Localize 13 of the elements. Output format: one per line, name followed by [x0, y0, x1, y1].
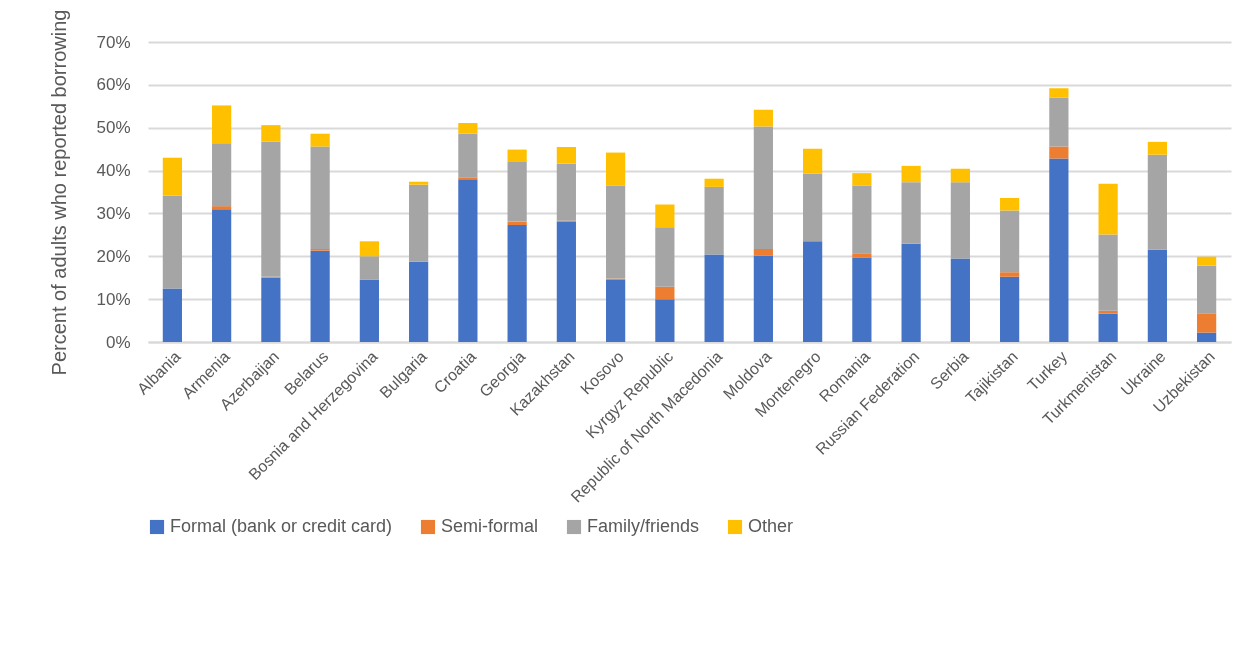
y-tick-label: 0%	[105, 332, 131, 352]
y-tick-label: 50%	[96, 118, 131, 138]
y-tick-label: 20%	[96, 246, 131, 266]
y-tick-label: 10%	[96, 289, 131, 309]
legend-label: Formal (bank or credit card)	[170, 516, 393, 536]
y-tick-label: 30%	[96, 203, 131, 223]
y-axis-title: Percent of adults who reported borrowing	[48, 9, 71, 376]
legend-label: Semi-formal	[441, 516, 539, 536]
y-tick-label: 70%	[96, 32, 131, 52]
legend-label: Family/friends	[587, 516, 700, 536]
y-tick-label: 60%	[96, 75, 131, 95]
legend-label: Other	[748, 516, 794, 536]
y-tick-label: 40%	[96, 161, 131, 181]
